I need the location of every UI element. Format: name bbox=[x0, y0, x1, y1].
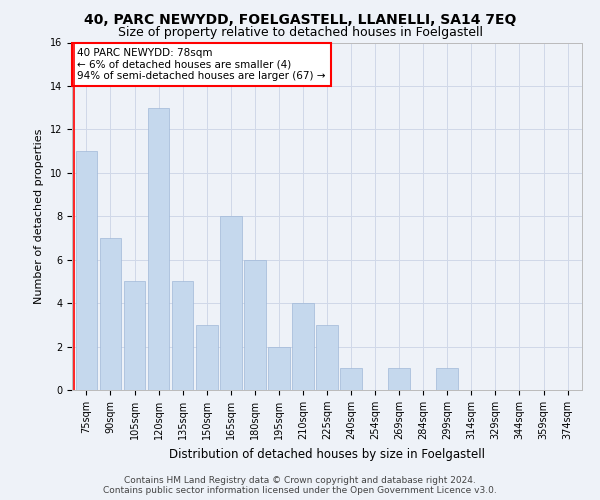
Bar bbox=[124, 282, 145, 390]
Y-axis label: Number of detached properties: Number of detached properties bbox=[34, 128, 44, 304]
Text: 40, PARC NEWYDD, FOELGASTELL, LLANELLI, SA14 7EQ: 40, PARC NEWYDD, FOELGASTELL, LLANELLI, … bbox=[84, 12, 516, 26]
Bar bbox=[172, 282, 193, 390]
Text: Size of property relative to detached houses in Foelgastell: Size of property relative to detached ho… bbox=[118, 26, 482, 39]
Text: Contains HM Land Registry data © Crown copyright and database right 2024.
Contai: Contains HM Land Registry data © Crown c… bbox=[103, 476, 497, 495]
Bar bbox=[244, 260, 266, 390]
Bar bbox=[196, 325, 218, 390]
Bar bbox=[436, 368, 458, 390]
Bar bbox=[316, 325, 338, 390]
Bar bbox=[388, 368, 410, 390]
Bar bbox=[148, 108, 169, 390]
Bar bbox=[220, 216, 242, 390]
Text: 40 PARC NEWYDD: 78sqm
← 6% of detached houses are smaller (4)
94% of semi-detach: 40 PARC NEWYDD: 78sqm ← 6% of detached h… bbox=[77, 48, 326, 81]
Bar bbox=[292, 303, 314, 390]
Bar bbox=[340, 368, 362, 390]
Bar bbox=[100, 238, 121, 390]
X-axis label: Distribution of detached houses by size in Foelgastell: Distribution of detached houses by size … bbox=[169, 448, 485, 460]
Bar bbox=[268, 346, 290, 390]
Bar bbox=[76, 151, 97, 390]
